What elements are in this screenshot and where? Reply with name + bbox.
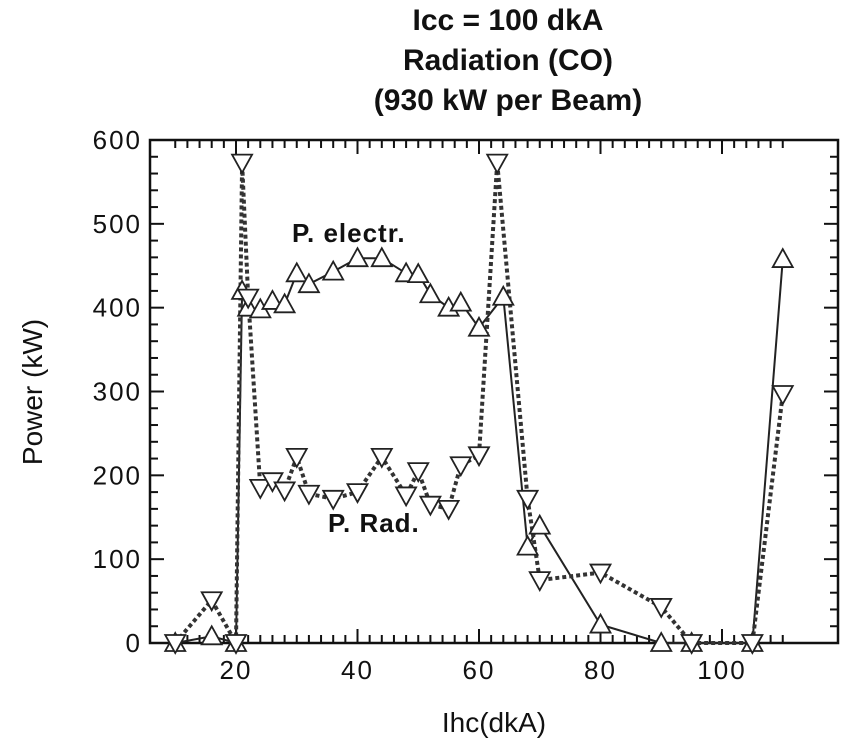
triangle-down-marker [485,153,509,175]
triangle-down-marker [449,456,473,478]
triangle-up-marker [345,246,370,268]
y-tick-label: 100 [93,544,142,574]
triangle-down-marker [437,499,461,521]
triangle-up-marker [649,631,673,652]
x-tick-label: 80 [584,655,617,685]
triangle-up-marker [406,262,430,284]
y-tick-label: 500 [93,209,142,239]
annotation-p-rad: P. Rad. [328,508,420,538]
triangle-down-marker [297,484,321,506]
triangle-down-marker [224,634,248,655]
triangle-down-marker [321,489,345,511]
triangle-down-marker [248,479,272,500]
triangle-up-marker [771,247,795,268]
series-line [173,162,785,651]
triangle-up-marker [588,612,613,634]
y-tick-label: 200 [93,460,142,490]
triangle-up-marker [467,315,491,337]
triangle-up-marker [370,246,394,268]
axis-ticks [150,139,838,644]
tick-labels: 20 40 60 80 100 0 100 200 300 400 500 600 [93,125,746,685]
annotation-p-electr: P. electr. [292,218,406,248]
triangle-down-marker [273,481,297,503]
triangle-up-marker [418,282,442,304]
triangle-down-marker [345,483,370,504]
triangle-down-marker [649,598,673,619]
triangle-down-marker [771,385,795,406]
triangle-down-marker [163,634,187,655]
x-tick-label: 60 [463,655,496,685]
triangle-up-marker [491,284,515,306]
triangle-down-marker [236,288,260,310]
triangle-up-marker [516,534,540,556]
triangle-down-marker [516,489,540,511]
triangle-down-marker [230,153,254,175]
triangle-up-marker [528,513,552,535]
triangle-up-marker [260,289,284,310]
triangle-down-marker [467,446,491,468]
x-tick-label: 40 [341,655,374,685]
y-tick-label: 600 [93,125,142,155]
triangle-down-marker [200,591,224,613]
triangle-up-marker [273,292,297,314]
triangle-down-marker [406,462,430,483]
triangle-up-marker [297,272,321,294]
triangle-down-marker [394,486,418,508]
chart-title: Icc = 100 dkA Radiation (CO) (930 kW per… [374,4,642,117]
markers-p-rad [163,153,795,655]
x-axis-label: Ihc(dkA) [442,707,546,738]
title-line-2: Radiation (CO) [403,44,613,77]
triangle-down-marker [418,495,442,517]
triangle-down-marker [588,563,613,585]
triangle-up-marker [321,259,345,281]
triangle-up-marker [200,624,224,646]
title-line-3: (930 kW per Beam) [374,84,642,117]
triangle-down-marker [285,447,309,469]
triangle-down-marker [528,571,552,592]
triangle-down-marker [740,634,764,655]
series-p-rad [173,162,785,651]
y-tick-label: 400 [93,293,142,323]
y-axis-label: Power (kW) [17,319,48,465]
title-line-1: Icc = 100 dkA [413,4,604,37]
x-tick-label: 20 [220,655,253,685]
y-tick-label: 0 [126,628,142,658]
triangle-down-marker [370,447,394,469]
y-tick-label: 300 [93,377,142,407]
triangle-up-marker [285,261,309,283]
series-layer [163,153,795,655]
x-tick-label: 100 [697,655,746,685]
triangle-up-marker [449,290,473,312]
triangle-down-marker [680,634,704,655]
